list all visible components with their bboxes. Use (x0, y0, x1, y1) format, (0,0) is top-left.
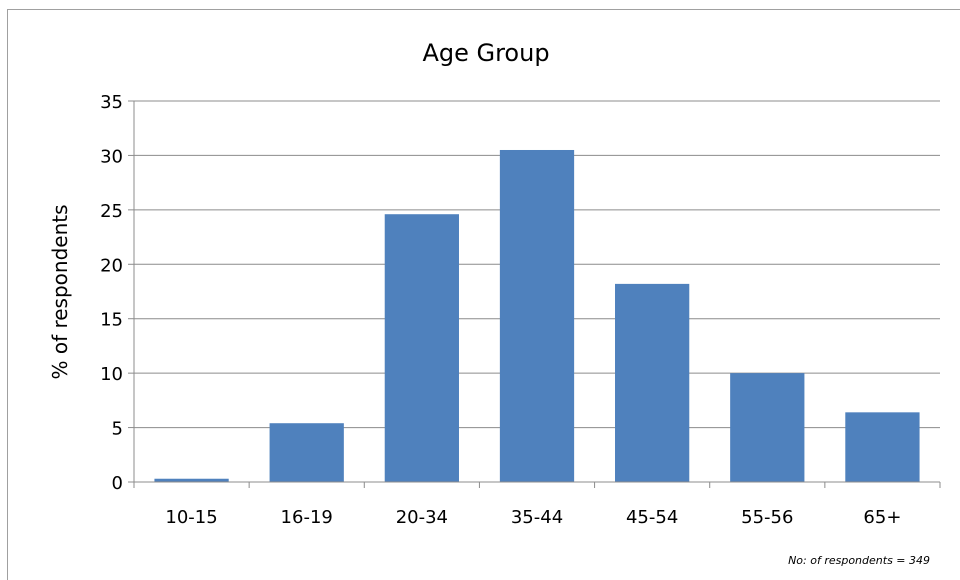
x-tick-label: 16-19 (281, 507, 333, 528)
y-axis-label: % of respondents (48, 204, 72, 379)
y-tick-label: 20 (100, 255, 123, 276)
x-tick-label: 35-44 (511, 507, 563, 528)
bar-10-15 (154, 478, 229, 482)
y-tick-label: 35 (100, 92, 123, 113)
chart-title: Age Group (422, 39, 549, 67)
bars (154, 149, 920, 482)
bar-16-19 (269, 423, 344, 482)
bar-65+ (845, 412, 920, 482)
y-tick-label: 0 (112, 473, 123, 494)
x-tick-labels: 10-15 16-19 20-34 35-44 45-54 55-56 65+ (165, 507, 901, 528)
bar-45-54 (615, 283, 690, 482)
y-tick-label: 25 (100, 201, 123, 222)
axes (128, 100, 941, 488)
x-tick-label: 20-34 (396, 507, 448, 528)
y-tick-label: 10 (100, 364, 123, 385)
respondents-note: No: of respondents = 349 (788, 554, 930, 567)
y-tick-labels: 0 5 10 15 20 25 30 35 (100, 92, 123, 494)
bar-55-56 (730, 373, 805, 482)
x-tick-label: 10-15 (165, 507, 217, 528)
bar-35-44 (499, 149, 575, 482)
y-tick-label: 5 (112, 419, 123, 440)
bar-20-34 (384, 214, 459, 482)
y-tick-label: 30 (100, 146, 123, 167)
x-tick-label: 45-54 (626, 507, 678, 528)
x-tick-label: 65+ (863, 507, 901, 528)
chart-frame (7, 9, 960, 580)
y-tick-label: 15 (100, 310, 123, 331)
x-tick-label: 55-56 (741, 507, 793, 528)
